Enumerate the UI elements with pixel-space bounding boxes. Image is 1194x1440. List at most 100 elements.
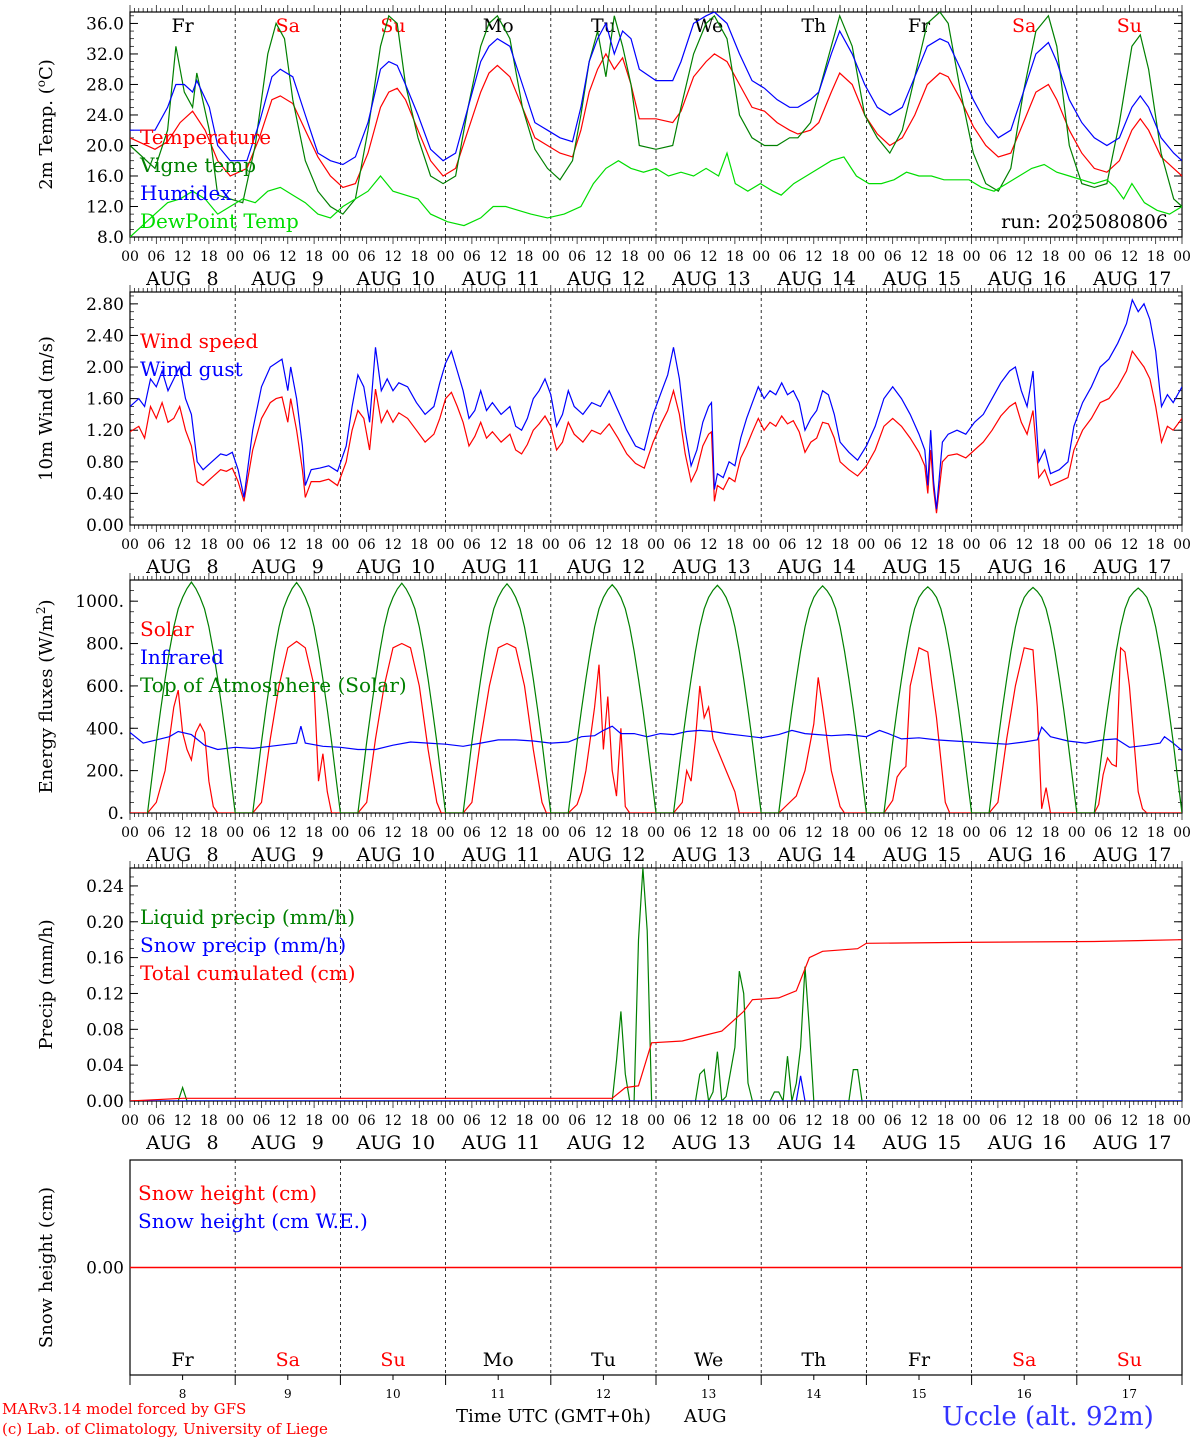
hour-label: 12 — [594, 537, 612, 553]
hour-label: 00 — [752, 825, 770, 841]
hour-label: 00 — [121, 1113, 139, 1129]
date-day-label: 17 — [1147, 1132, 1171, 1154]
hour-label: 00 — [331, 1113, 349, 1129]
date-day-label: 17 — [1147, 556, 1171, 578]
y-tick-label: 32.0 — [86, 45, 124, 65]
hour-label: 06 — [463, 537, 481, 553]
hour-label: 00 — [1068, 825, 1086, 841]
hour-label: 18 — [516, 1113, 534, 1129]
date-day-label: 11 — [516, 844, 540, 866]
date-label: 13 — [701, 1387, 716, 1401]
hour-label: 00 — [1173, 537, 1191, 553]
hour-label: 18 — [936, 249, 954, 265]
date-month-label: AUG — [776, 268, 822, 290]
hour-label: 18 — [410, 537, 428, 553]
y-tick-label: 1000. — [75, 592, 124, 612]
hour-label: 06 — [253, 825, 271, 841]
hour-label: 18 — [1147, 249, 1165, 265]
hour-label: 06 — [147, 1113, 165, 1129]
weekday-label: Su — [1117, 1349, 1142, 1371]
date-day-label: 9 — [312, 844, 324, 866]
hour-label: 12 — [489, 537, 507, 553]
hour-label: 06 — [463, 249, 481, 265]
hour-label: 12 — [805, 825, 823, 841]
date-day-label: 10 — [411, 844, 435, 866]
hour-label: 18 — [200, 249, 218, 265]
y-tick-label: 0.16 — [86, 949, 124, 969]
hour-label: 18 — [200, 825, 218, 841]
station-label: Uccle (alt. 92m) — [942, 1402, 1154, 1432]
hour-label: 18 — [305, 1113, 323, 1129]
hour-label: 18 — [726, 249, 744, 265]
y-tick-label: 0.80 — [86, 453, 124, 473]
hour-label: 00 — [226, 1113, 244, 1129]
hour-label: 00 — [437, 537, 455, 553]
hour-label: 00 — [226, 537, 244, 553]
hour-label: 12 — [910, 249, 928, 265]
date-month-label: AUG — [882, 1132, 928, 1154]
y-tick-label: 0.20 — [86, 913, 124, 933]
hour-label: 18 — [621, 825, 639, 841]
hour-label: 18 — [831, 1113, 849, 1129]
plot-frame — [129, 11, 1183, 238]
y-tick-label: 0.24 — [86, 877, 124, 897]
hour-label: 18 — [621, 537, 639, 553]
hour-label: 12 — [384, 825, 402, 841]
legend-entry: Snow precip (mm/h) — [140, 933, 346, 957]
weekday-label: Tu — [591, 1349, 616, 1371]
hour-label: 06 — [568, 825, 586, 841]
date-month-label: AUG — [461, 1132, 507, 1154]
hour-label: 12 — [489, 249, 507, 265]
hour-label: 18 — [726, 537, 744, 553]
hour-label: 00 — [121, 537, 139, 553]
date-month-label: AUG — [1092, 556, 1138, 578]
hour-label: 18 — [1042, 825, 1060, 841]
weekday-label: Sa — [276, 1349, 300, 1371]
hour-label: 12 — [805, 537, 823, 553]
weekday-label: Su — [380, 1349, 405, 1371]
hour-label: 00 — [752, 1113, 770, 1129]
hour-label: 12 — [384, 537, 402, 553]
y-tick-label: 800. — [86, 635, 124, 655]
hour-label: 12 — [174, 825, 192, 841]
hour-label: 18 — [726, 825, 744, 841]
panel-4: 0.00 0.04 0.08 0.12 0.16 0.20 0.24 Precip (mm/h… — [36, 861, 1191, 1154]
hour-label: 18 — [1147, 825, 1165, 841]
x-axis-title: Time UTC (GMT+0h) — [456, 1406, 651, 1427]
date-month-label: AUG — [987, 1132, 1033, 1154]
hour-label: 06 — [673, 249, 691, 265]
hour-label: 12 — [700, 825, 718, 841]
date-month-label: AUG — [671, 844, 717, 866]
hour-label: 06 — [779, 537, 797, 553]
hour-label: 12 — [594, 825, 612, 841]
hour-label: 00 — [857, 249, 875, 265]
y-tick-label: 600. — [86, 677, 124, 697]
legend-entry: Total cumulated (cm) — [140, 961, 356, 985]
date-month-label: AUG — [566, 844, 612, 866]
y-tick-label: 28.0 — [86, 75, 124, 95]
hour-label: 12 — [1015, 249, 1033, 265]
date-day-label: 9 — [312, 556, 324, 578]
weekday-label: Th — [801, 1349, 826, 1371]
hour-label: 00 — [331, 537, 349, 553]
date-day-label: 14 — [832, 268, 856, 290]
hour-label: 06 — [568, 537, 586, 553]
hour-label: 18 — [621, 249, 639, 265]
y-axis-label: Energy fluxes (W/m2) — [34, 599, 57, 793]
hour-label: 18 — [305, 537, 323, 553]
series-line-solar — [130, 640, 1182, 813]
legend-entry: Snow height (cm W.E.) — [138, 1209, 368, 1233]
hour-label: 06 — [779, 249, 797, 265]
series-line-snow-precip-mm-h- — [130, 1075, 1182, 1101]
date-day-label: 11 — [516, 268, 540, 290]
hour-label: 06 — [1094, 249, 1112, 265]
hour-label: 12 — [279, 537, 297, 553]
series-line-infrared — [130, 725, 1182, 751]
hour-label: 00 — [1173, 1113, 1191, 1129]
hour-label: 18 — [305, 825, 323, 841]
hour-label: 18 — [516, 825, 534, 841]
x-axis-month: AUG — [684, 1406, 727, 1427]
hour-label: 18 — [410, 825, 428, 841]
hour-label: 06 — [147, 249, 165, 265]
